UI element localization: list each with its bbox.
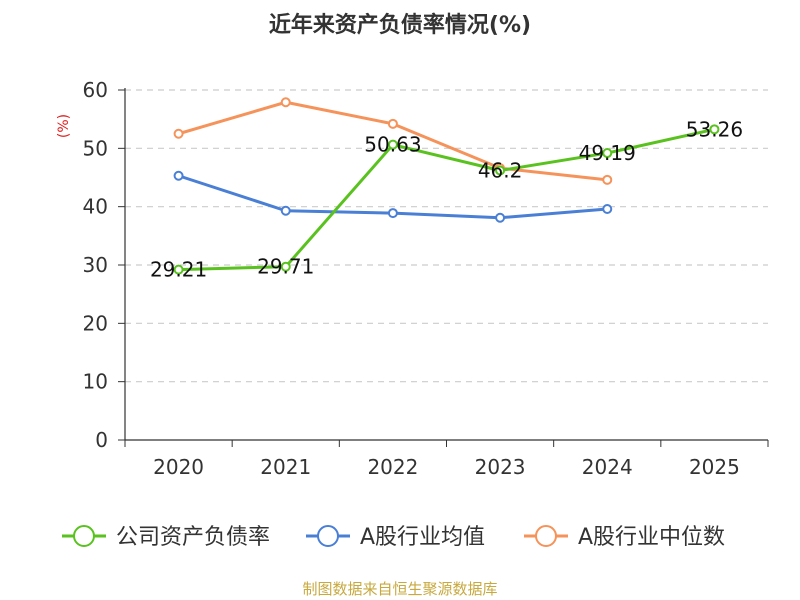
y-tick-label: 0 — [95, 428, 108, 452]
y-tick-label: 10 — [83, 370, 108, 394]
data-point-1-4 — [602, 204, 613, 214]
tick-labels: 0 10 20 30 40 50 60 2020 2021 2022 2023 2024 2025 — [83, 78, 740, 479]
legend-label: A股行业均值 — [360, 525, 485, 550]
legend[interactable]: 公司资产负债率 A股行业均值 A股行业中位数 — [62, 525, 725, 550]
legend-item-2[interactable]: A股行业中位数 — [524, 525, 725, 550]
data-point-1-3 — [495, 212, 506, 223]
data-label-5: 53.26 — [686, 117, 743, 141]
chart-title: 近年来资产负债率情况(%) — [269, 12, 531, 38]
data-labels: 29.21 29.71 50.63 46.2 49.19 53.26 — [150, 117, 743, 281]
data-label-4: 49.19 — [579, 141, 636, 165]
data-point-2-4 — [602, 174, 613, 185]
source-note: 制图数据来自恒生聚源数据库 — [302, 580, 497, 598]
data-point-0-1 — [280, 261, 291, 272]
legend-marker — [73, 525, 95, 547]
legend-item-1[interactable]: A股行业均值 — [306, 525, 485, 550]
data-label-3: 46.2 — [478, 159, 523, 183]
x-tick-label-2020: 2020 — [153, 455, 204, 479]
data-point-0-5 — [709, 124, 720, 135]
x-tick-label-2021: 2021 — [260, 455, 311, 479]
data-point-0-3 — [495, 165, 506, 176]
y-tick-label: 30 — [83, 253, 108, 277]
data-point-2-1 — [280, 97, 291, 108]
data-point-1-2 — [387, 208, 398, 219]
y-tick-label: 40 — [83, 195, 108, 219]
y-tick-label: 20 — [83, 311, 108, 335]
data-point-0-0 — [173, 264, 184, 275]
legend-marker — [535, 525, 557, 547]
data-point-2-0 — [173, 128, 184, 139]
data-point-2-2 — [387, 118, 398, 129]
grid-lines — [125, 89, 768, 383]
data-label-1: 29.71 — [257, 255, 314, 279]
y-tick-label: 50 — [83, 136, 108, 160]
data-label-2: 50.63 — [364, 133, 421, 157]
data-point-0-2 — [387, 139, 398, 150]
data-point-0-4 — [602, 148, 613, 159]
axes — [118, 88, 769, 447]
data-point-1-0 — [173, 170, 184, 181]
x-tick-label-2025: 2025 — [689, 455, 740, 479]
y-tick-label: 60 — [83, 78, 108, 102]
x-tick-label-2024: 2024 — [582, 455, 633, 479]
data-point-1-1 — [280, 205, 291, 216]
legend-label: A股行业中位数 — [578, 525, 725, 550]
legend-label: 公司资产负债率 — [116, 525, 270, 550]
series-layer — [173, 97, 720, 275]
legend-marker — [317, 525, 339, 547]
data-label-0: 29.21 — [150, 258, 207, 282]
x-tick-label-2023: 2023 — [475, 455, 526, 479]
x-tick-label-2022: 2022 — [367, 455, 418, 479]
series-line-0 — [178, 127, 715, 272]
legend-item-0[interactable]: 公司资产负债率 — [62, 525, 270, 550]
y-axis-label: (%) — [56, 114, 72, 138]
